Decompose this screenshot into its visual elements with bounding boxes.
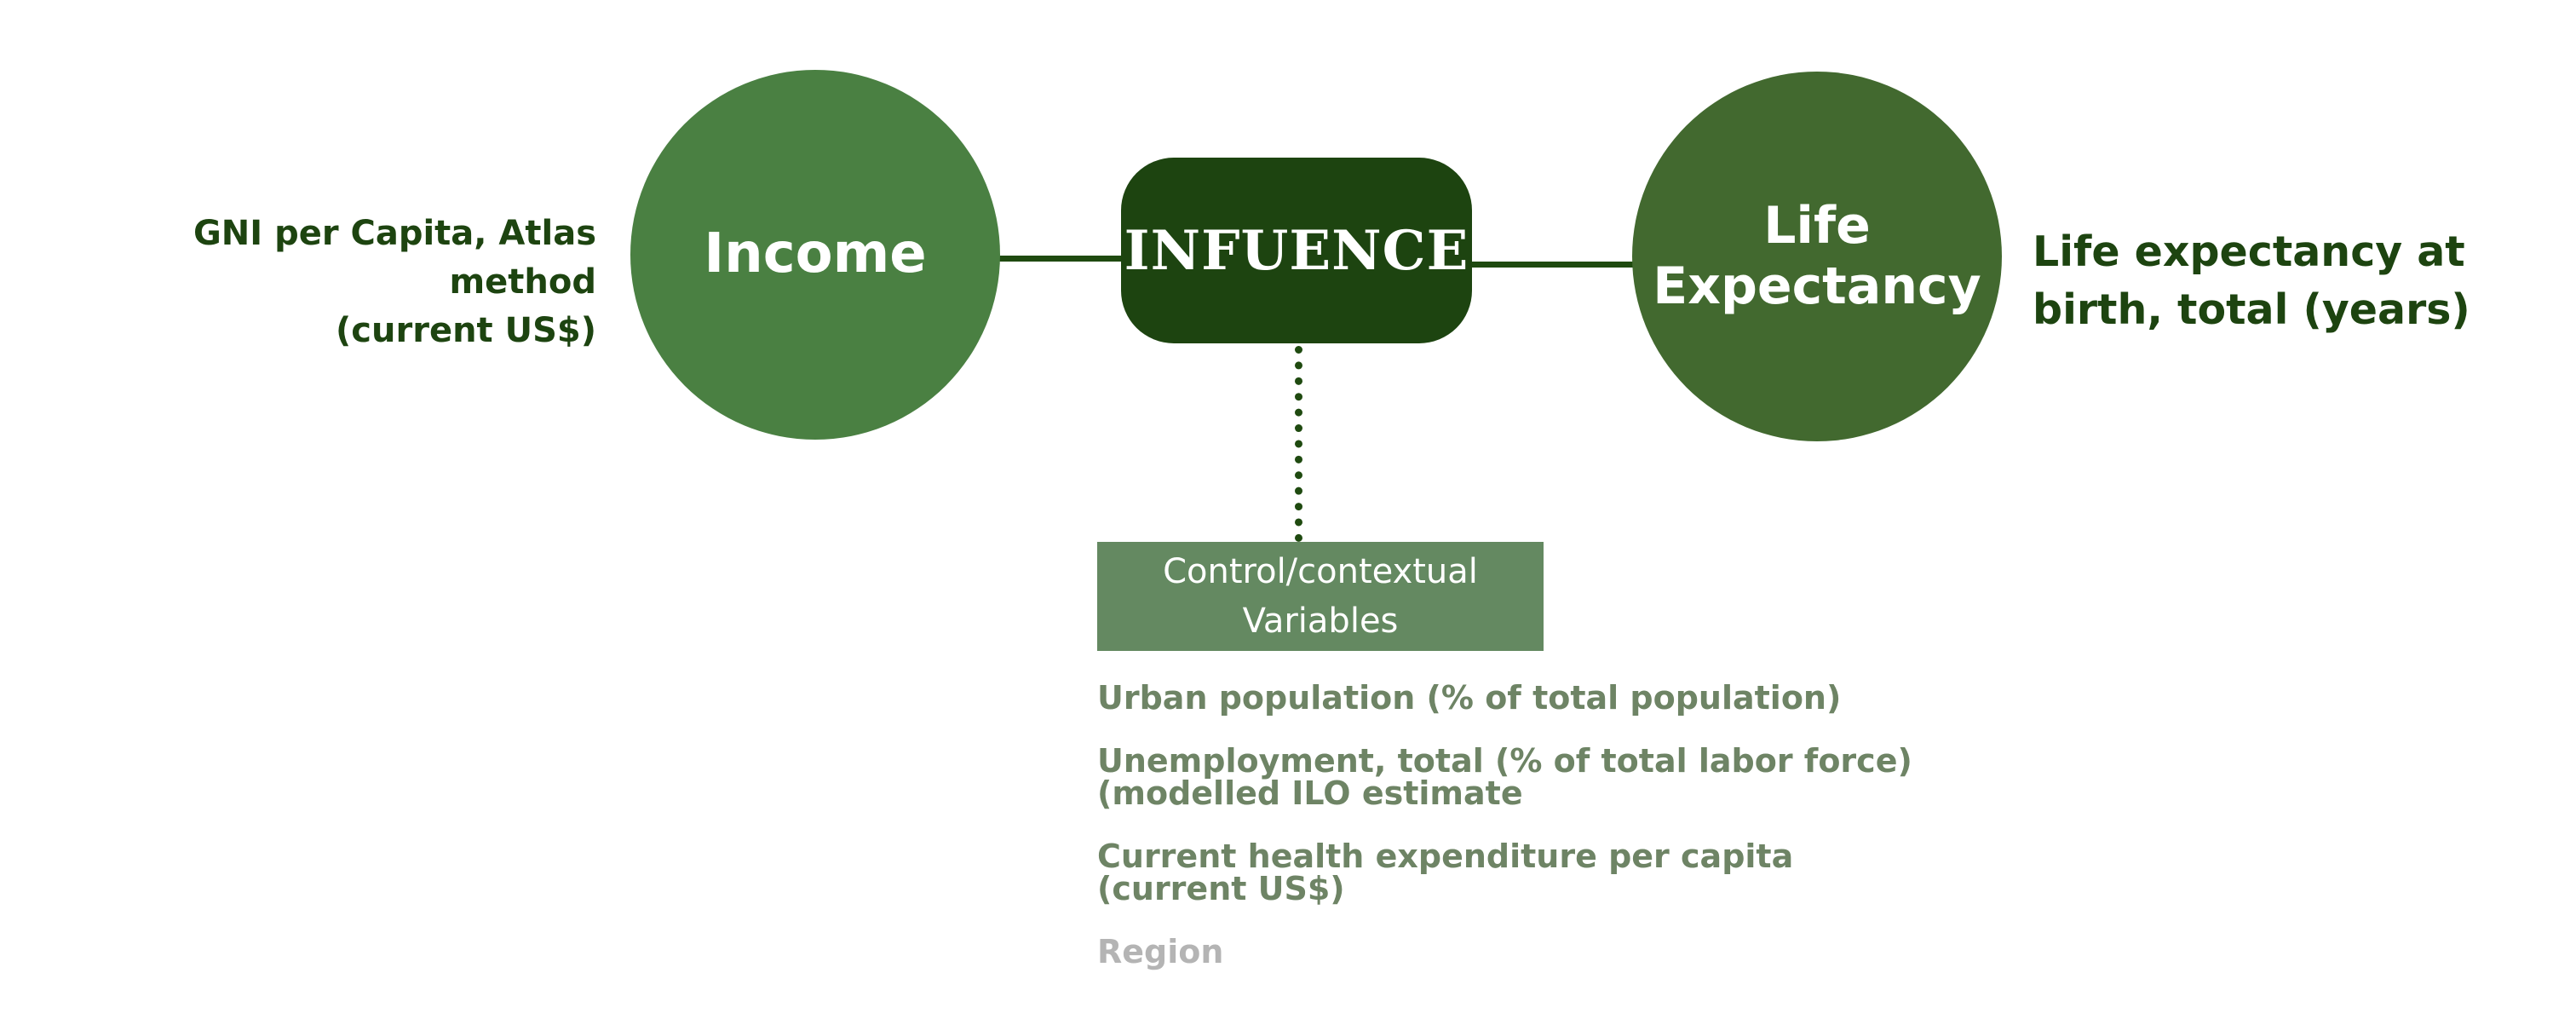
life-expectancy-node: Life Expectancy [1632, 72, 2002, 441]
influence-node-label: INFUENCE [1124, 218, 1469, 283]
control-variable-item: Unemployment, total (% of total labor fo… [1097, 742, 1912, 812]
life-indicator-line2: birth, total (years) [2033, 285, 2470, 334]
control-variable-item-region: Region [1097, 933, 1224, 970]
influence-life-connector [1469, 262, 1636, 268]
influence-node: INFUENCE [1121, 158, 1472, 343]
income-indicator-label: GNI per Capita, Atlas method (current US… [51, 210, 596, 354]
control-variables-list: Urban population (% of total population)… [1097, 682, 1915, 999]
influence-control-connector [1295, 346, 1302, 542]
income-node-label: Income [704, 222, 927, 286]
life-expectancy-label-line1: Life [1763, 196, 1871, 256]
income-node: Income [630, 70, 1000, 440]
income-indicator-line2: (current US$) [336, 310, 596, 350]
life-expectancy-node-label: Life Expectancy [1653, 196, 1981, 317]
control-variables-node: Control/contextual Variables [1097, 542, 1544, 651]
income-indicator-line1: GNI per Capita, Atlas method [193, 214, 596, 302]
life-expectancy-label-line2: Expectancy [1653, 256, 1981, 316]
control-variables-title: Control/contextual Variables [1163, 552, 1478, 641]
control-variable-item: Current health expenditure per capita (c… [1097, 838, 1794, 907]
life-indicator-line1: Life expectancy at [2033, 227, 2465, 276]
life-indicator-label: Life expectancy at birth, total (years) [2033, 223, 2561, 338]
income-influence-connector [997, 256, 1124, 262]
control-variable-item: Urban population (% of total population) [1097, 679, 1842, 717]
